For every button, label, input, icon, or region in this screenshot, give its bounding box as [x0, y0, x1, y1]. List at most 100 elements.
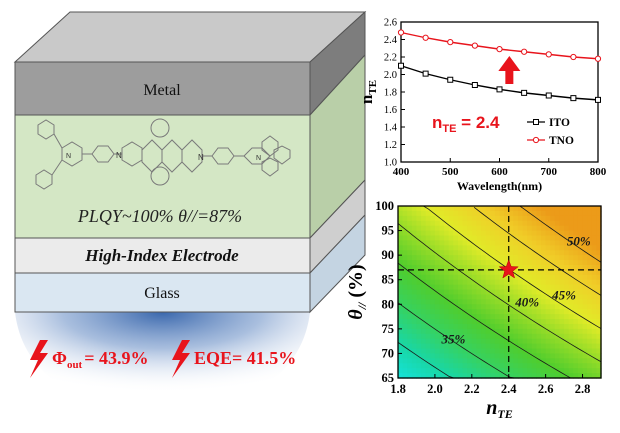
x-tick-label: 1.8 — [390, 382, 406, 396]
heatmap-cell — [485, 235, 491, 241]
heatmap-cell — [462, 314, 468, 320]
heatmap-cell — [573, 274, 579, 281]
x-tick-label: 600 — [491, 166, 508, 178]
y-tick-label: 1.8 — [384, 88, 397, 99]
heatmap-cell — [577, 314, 584, 320]
heatmap-cell — [517, 323, 524, 330]
heatmap-cell — [573, 289, 579, 296]
heatmap-cell — [457, 319, 464, 325]
heatmap-cell — [471, 304, 478, 310]
heatmap-cell — [421, 274, 427, 281]
molecule-atom-n2: N — [198, 153, 204, 162]
heatmap-cell — [467, 309, 473, 315]
heatmap-cell — [439, 363, 445, 369]
heatmap-cell — [421, 309, 427, 315]
heatmap-cell — [494, 279, 501, 286]
heatmap-cell — [421, 314, 427, 320]
heatmap-cell — [587, 368, 593, 374]
heatmap-cell — [577, 220, 584, 227]
heatmap-cell — [573, 245, 579, 251]
heatmap-cell — [434, 260, 441, 266]
heatmap-cell — [554, 314, 561, 320]
heatmap-cell — [402, 323, 408, 330]
heatmap-cell — [541, 269, 547, 276]
heatmap-cell — [527, 338, 533, 345]
heatmap-cell — [587, 284, 593, 291]
heatmap-cell — [550, 240, 556, 246]
heatmap-cell — [591, 363, 597, 369]
heatmap-cell — [494, 215, 501, 222]
heatmap-cell — [573, 333, 579, 340]
heatmap-cell — [522, 299, 528, 305]
heatmap-cell — [587, 358, 593, 364]
heatmap-cell — [434, 333, 441, 340]
heatmap-cell — [476, 255, 482, 261]
heatmap-cell — [564, 240, 570, 246]
heatmap-cell — [467, 323, 473, 330]
heatmap-cell — [407, 289, 413, 296]
heatmap-cell — [573, 368, 579, 374]
heatmap-cell — [494, 255, 501, 261]
heatmap-cell — [457, 230, 464, 237]
heatmap-cell — [485, 220, 491, 227]
heatmap-cell — [490, 250, 496, 256]
heatmap-cell — [439, 304, 445, 310]
heatmap-cell — [462, 260, 468, 266]
heatmap-cell — [564, 230, 570, 237]
heatmap-cell — [554, 235, 561, 241]
heatmap-cell — [425, 309, 431, 315]
heatmap-cell — [499, 284, 505, 291]
heatmap-cell — [398, 304, 404, 310]
heatmap-cell — [494, 304, 501, 310]
heatmap-cell — [508, 230, 514, 237]
heatmap-cell — [421, 206, 427, 212]
heatmap-cell — [425, 264, 431, 271]
heatmap-cell — [411, 289, 418, 296]
heatmap-cell — [457, 264, 464, 271]
heatmap-cell — [494, 210, 501, 217]
heatmap-cell — [467, 338, 473, 345]
heatmap-cell — [457, 260, 464, 266]
heatmap-cell — [513, 225, 519, 232]
heatmap-cell — [508, 373, 514, 379]
heatmap-cell — [439, 235, 445, 241]
heatmap-cell — [522, 328, 528, 335]
heatmap-cell — [591, 264, 597, 271]
heatmap-cell — [485, 250, 491, 256]
heatmap-cell — [425, 333, 431, 340]
heatmap-cell — [513, 314, 519, 320]
heatmap-cell — [531, 255, 538, 261]
heatmap-cell — [467, 299, 473, 305]
heatmap-cell — [402, 284, 408, 291]
heatmap-cell — [462, 343, 468, 350]
heatmap-cell — [536, 210, 542, 217]
heatmap-cell — [513, 230, 519, 237]
y-tick-label: 1.6 — [384, 105, 397, 116]
heatmap-cell — [541, 274, 547, 281]
heatmap-cell — [596, 309, 602, 315]
heatmap-cell — [485, 358, 491, 364]
heatmap-cell — [596, 358, 602, 364]
heatmap-cell — [494, 289, 501, 296]
heatmap-cell — [527, 235, 533, 241]
heatmap-cell — [582, 309, 588, 315]
heatmap-cell — [421, 255, 427, 261]
heatmap-cell — [508, 206, 514, 212]
heatmap-cell — [398, 368, 404, 374]
heatmap-cell — [531, 206, 538, 212]
heatmap-cell — [536, 274, 542, 281]
heatmap-cell — [407, 373, 413, 379]
heatmap-cell — [559, 225, 565, 232]
heatmap-cell — [425, 260, 431, 266]
heatmap-cell — [573, 338, 579, 345]
heatmap-cell — [573, 348, 579, 355]
heatmap-cell — [462, 353, 468, 359]
heatmap-cell — [573, 299, 579, 305]
heatmap-cell — [421, 358, 427, 364]
heatmap-cell — [481, 289, 487, 296]
heatmap-cell — [522, 343, 528, 350]
eqe-result: EQE= 41.5% — [194, 348, 296, 368]
heatmap-cell — [439, 314, 445, 320]
heatmap-cell — [430, 343, 436, 350]
